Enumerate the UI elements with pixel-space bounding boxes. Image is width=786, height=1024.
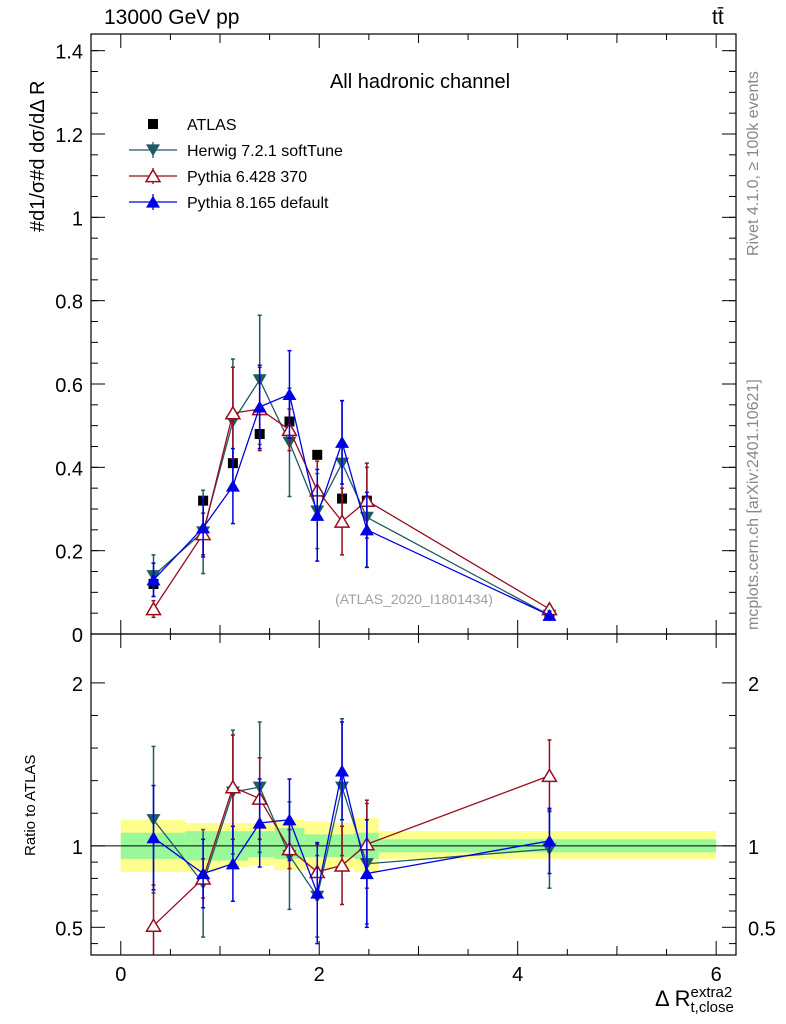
y-tick-label-right: 0.5 bbox=[748, 918, 776, 940]
x-tick-label: 6 bbox=[711, 964, 722, 986]
legend-label: Herwig 7.2.1 softTune bbox=[187, 143, 343, 160]
legend: ATLAS Herwig 7.2.1 softTune Pythia 6.428 3… bbox=[129, 117, 343, 212]
data-point bbox=[542, 608, 557, 621]
x-axis-label-sup: extra2 bbox=[690, 984, 733, 1001]
x-tick-label: 4 bbox=[512, 964, 523, 986]
data-point bbox=[541, 767, 558, 783]
series-line bbox=[153, 393, 550, 616]
y-tick-label: 0.8 bbox=[55, 292, 83, 314]
data-point bbox=[312, 449, 323, 460]
x-axis-label-main: Δ R bbox=[655, 986, 691, 1011]
data-point bbox=[145, 917, 162, 933]
y-tick-label: 0.2 bbox=[55, 542, 83, 564]
series-pythia-8-165-default bbox=[146, 721, 557, 945]
x-tick-label: 2 bbox=[314, 964, 325, 986]
series-line bbox=[153, 378, 550, 616]
y-tick-label-right: 2 bbox=[748, 674, 759, 696]
series-herwig-7-2-1-softtune bbox=[146, 314, 557, 622]
data-point bbox=[282, 813, 297, 826]
y-tick-label: 0.5 bbox=[55, 918, 83, 940]
series-line bbox=[152, 408, 550, 610]
data-point bbox=[252, 400, 267, 413]
data-point bbox=[224, 405, 242, 420]
legend-item: ATLAS bbox=[148, 117, 237, 134]
data-point bbox=[145, 601, 162, 616]
data-point bbox=[310, 886, 325, 899]
series-pythia-8-165-default bbox=[146, 349, 557, 621]
process-label: tt̄ bbox=[712, 6, 724, 29]
data-point bbox=[146, 831, 161, 844]
y-tick-label: 1 bbox=[72, 837, 83, 859]
x-tick-label: 0 bbox=[115, 964, 126, 986]
data-point bbox=[335, 764, 350, 777]
x-axis-label-sub: t,close bbox=[690, 999, 734, 1016]
legend-label: ATLAS bbox=[187, 117, 237, 134]
y-tick-label-right: 1 bbox=[748, 837, 759, 859]
data-point bbox=[225, 857, 240, 870]
y-tick-label: 1 bbox=[72, 208, 83, 230]
data-point bbox=[282, 388, 297, 401]
data-point bbox=[359, 523, 374, 536]
data-point bbox=[333, 513, 351, 528]
y-tick-label: 1.4 bbox=[55, 42, 83, 64]
y-tick-label: 0.6 bbox=[55, 375, 83, 397]
legend-marker bbox=[148, 119, 158, 129]
data-point bbox=[333, 857, 351, 872]
main-y-axis-label-text: #d1/σ#d dσ/dΔ R bbox=[27, 81, 49, 232]
data-point bbox=[310, 508, 325, 521]
legend-label: Pythia 6.428 370 bbox=[187, 169, 307, 186]
legend-item: Pythia 8.165 default bbox=[129, 194, 329, 212]
series-pythia-6-428-370 bbox=[145, 366, 558, 619]
main-panel: 0 0.2 0.4 0.6 0.8 1 1.2 1.4 All hadronic channel… bbox=[55, 33, 737, 647]
legend-marker bbox=[146, 195, 160, 208]
data-point bbox=[335, 436, 350, 448]
data-point bbox=[542, 834, 557, 847]
legend-marker bbox=[144, 168, 162, 183]
main-y-axis-label: #d1/σ#d dσ/dΔ R bbox=[27, 81, 49, 232]
ratio-panel: 0.5 0.5 1 1 2 2 0 2 4 6 bbox=[55, 633, 776, 986]
analysis-id-watermark: (ATLAS_2020_I1801434) bbox=[335, 591, 493, 607]
data-point bbox=[146, 573, 161, 586]
legend-item: Pythia 6.428 370 bbox=[129, 168, 307, 186]
data-point bbox=[196, 867, 211, 880]
data-point bbox=[196, 521, 211, 534]
legend-item: Herwig 7.2.1 softTune bbox=[129, 142, 343, 160]
data-point bbox=[359, 867, 374, 880]
legend-marker bbox=[146, 144, 160, 157]
data-point bbox=[225, 479, 240, 492]
ratio-frame bbox=[90, 633, 737, 956]
y-tick-label: 1.2 bbox=[55, 125, 83, 147]
y-tick-label: 0 bbox=[72, 625, 83, 647]
chart-title: All hadronic channel bbox=[330, 71, 510, 93]
legend-label: Pythia 8.165 default bbox=[187, 195, 329, 212]
data-point bbox=[252, 816, 267, 829]
y-tick-label: 2 bbox=[72, 674, 83, 696]
energy-label: 13000 GeV pp bbox=[104, 6, 240, 29]
y-tick-label: 0.4 bbox=[55, 458, 83, 480]
data-point bbox=[224, 779, 242, 794]
